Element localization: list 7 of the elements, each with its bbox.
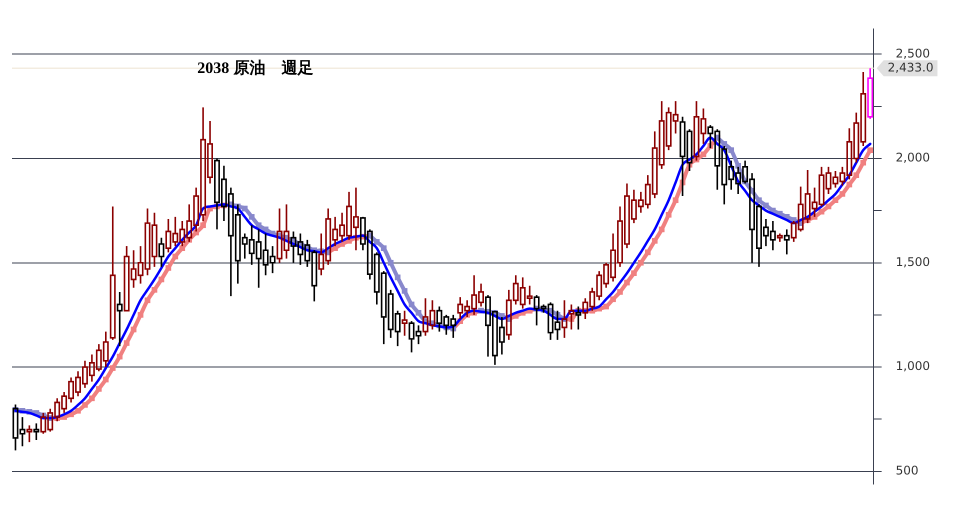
y-tick-label: 500 xyxy=(896,463,919,478)
y-tick-label: 2,500 xyxy=(896,46,930,60)
text: 2038 原油 週足 xyxy=(197,58,314,77)
y-tick-label: 1,000 xyxy=(896,359,930,374)
ref-line-label: 2,433.0 xyxy=(888,60,934,74)
y-tick-label: 2,000 xyxy=(896,150,930,165)
y-tick-label: 1,500 xyxy=(896,254,930,269)
